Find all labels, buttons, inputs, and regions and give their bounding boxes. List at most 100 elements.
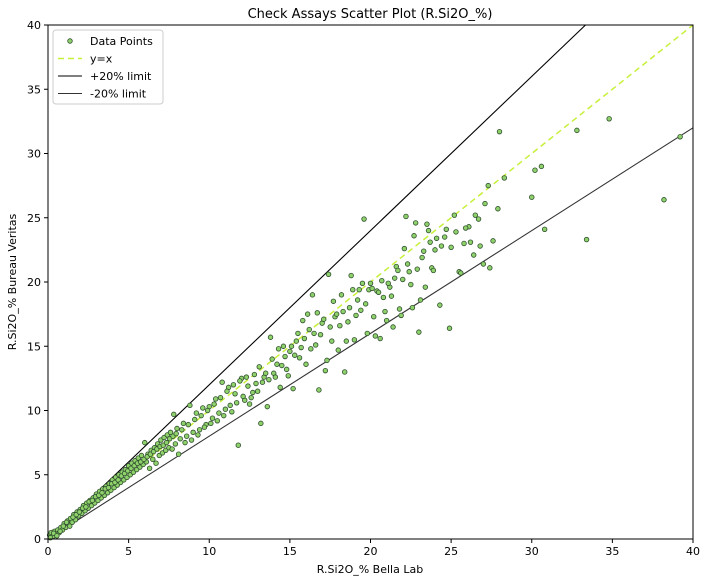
data-point [321,316,327,322]
data-point [461,240,467,247]
data-point [377,335,383,342]
data-point [267,334,274,340]
y-tick-label: 35 [27,83,41,96]
data-point [224,388,230,394]
data-point [396,306,403,312]
data-point [425,227,432,234]
y-tick-label: 20 [27,276,41,289]
data-point [301,335,308,342]
data-point [296,355,303,361]
data-point [187,402,193,409]
legend-label: y=x [90,53,113,66]
data-point [364,330,370,337]
data-point [169,446,175,452]
y-tick-label: 5 [34,469,41,482]
data-point [372,333,379,339]
data-point [471,252,477,258]
y-tick-label: 10 [27,405,41,418]
data-point [63,519,70,525]
data-point [300,317,306,324]
data-point [385,280,391,286]
data-point [177,436,183,442]
data-point [383,317,390,324]
data-point [406,269,412,275]
data-point [427,239,433,245]
data-point [337,322,343,329]
data-point [243,374,250,380]
data-point [379,278,385,284]
legend: Data Points y=x +20% limit -20% limit [52,29,164,105]
data-point [146,465,153,472]
data-point [316,387,322,393]
legend-label: -20% limit [90,88,147,101]
x-tick-label: 40 [686,545,700,558]
x-tick-label: 20 [364,545,378,558]
data-point [248,394,254,401]
data-point [256,364,262,370]
data-point [329,338,335,344]
data-point [172,441,179,447]
chart-title: Check Assays Scatter Plot (R.Si2O_%) [248,7,493,22]
data-point [400,276,406,283]
data-point [487,265,493,271]
data-point [287,348,293,355]
y-tick-label: 0 [34,533,41,546]
data-point [293,338,300,344]
data-point [211,401,217,407]
data-point [351,337,358,343]
data-point [417,297,424,303]
data-point [290,385,296,392]
plot-area [46,24,694,541]
data-point [264,403,270,410]
data-point [304,311,311,317]
data-point [209,415,216,421]
data-point [298,344,304,351]
data-point [382,308,388,315]
data-point [335,347,341,353]
data-point [324,357,330,364]
data-point [182,439,188,446]
data-point [240,393,246,400]
data-point [303,361,309,367]
data-point [308,346,314,352]
data-point [237,378,243,384]
data-point [198,412,204,419]
legend-label: Data Points [90,35,153,48]
data-point [661,197,667,203]
data-point [343,338,350,344]
data-point [222,406,229,412]
data-point [269,356,275,362]
legend-item: +20% limit [58,70,152,83]
data-point [221,412,227,419]
data-point [54,533,60,539]
data-point [259,379,266,385]
data-point [193,410,200,416]
data-point [391,275,398,281]
data-point [345,319,351,325]
data-point [446,325,453,331]
data-point [422,284,429,290]
data-point [430,267,437,274]
data-point [217,394,224,401]
data-point [272,374,279,380]
data-point [403,213,409,220]
data-point [196,427,203,433]
data-point [212,396,219,402]
x-tick-label: 30 [525,545,539,558]
data-point [262,370,269,376]
data-point [480,261,487,267]
data-point [353,312,359,319]
data-point [437,302,443,308]
data-point [317,331,324,338]
data-point [358,307,364,313]
x-tick-label: 35 [605,545,619,558]
line-20-limit [47,127,694,540]
data-point [254,388,261,394]
data-point [266,376,272,383]
data-point [362,301,369,307]
line-20-limit [47,24,586,540]
data-point [195,432,201,438]
x-tick-label: 0 [45,545,52,558]
data-point [180,420,187,427]
data-point [279,362,285,369]
